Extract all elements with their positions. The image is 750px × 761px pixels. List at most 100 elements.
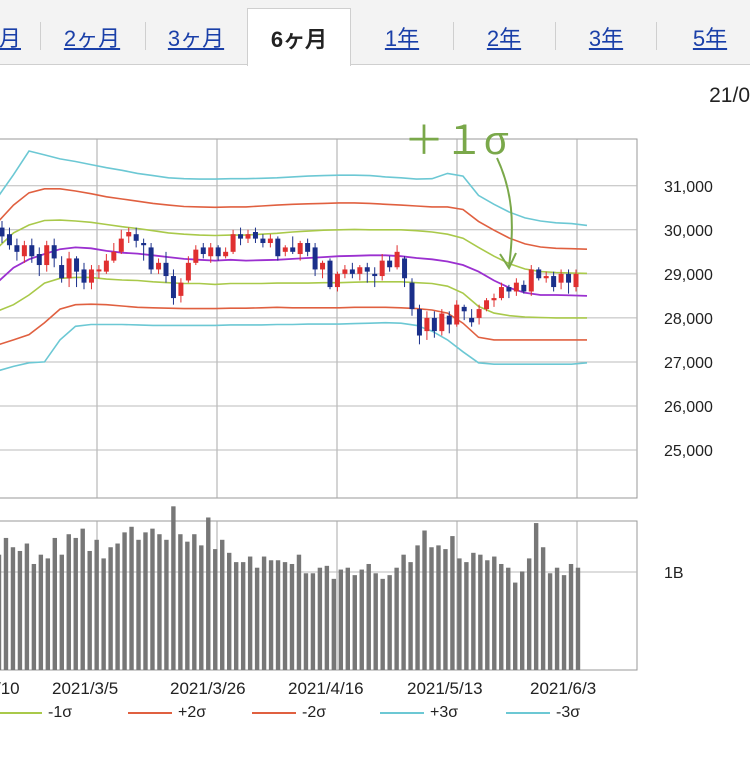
- candle-down: [51, 245, 57, 259]
- candle-up: [111, 251, 117, 261]
- axis-labels: 31,000 30,000 29,000 28,000 27,000 26,000 25,0…: [0, 179, 713, 698]
- candle-down: [200, 247, 206, 255]
- candle-up: [357, 267, 363, 274]
- candle-down: [349, 269, 355, 274]
- candle-up: [484, 300, 490, 310]
- volume-bar: [164, 539, 169, 670]
- volume-bar: [303, 573, 309, 670]
- volume-bar: [108, 547, 113, 670]
- candle-up: [342, 269, 348, 274]
- period-tab-bar: 月 2ヶ月 3ヶ月 6ヶ月 1年 2年 3年 5年: [0, 0, 750, 66]
- date-range-label: 21/0: [709, 84, 750, 107]
- minus-3-sigma-line: [0, 321, 588, 372]
- legend-label: -2σ: [302, 704, 327, 721]
- volume-bar: [492, 556, 497, 670]
- y-tick-label: 30,000: [664, 223, 713, 240]
- candle-down: [59, 265, 65, 279]
- volume-bar: [80, 528, 85, 670]
- volume-bar: [547, 573, 553, 670]
- moving-average-line: [0, 246, 588, 297]
- volume-bar: [206, 517, 211, 670]
- volume-bar: [45, 558, 51, 670]
- candle-down: [141, 243, 147, 246]
- candle-up: [543, 276, 549, 279]
- candle-up: [103, 260, 109, 272]
- candle-up: [320, 262, 326, 270]
- tab-3-years[interactable]: 3年: [588, 26, 624, 51]
- volume-bar: [526, 558, 532, 670]
- volume-bar: [24, 543, 30, 670]
- candle-down: [290, 247, 296, 252]
- tab-2-years[interactable]: 2年: [486, 26, 522, 51]
- candle-down: [446, 315, 452, 325]
- plus-1-sigma-line: [0, 219, 588, 275]
- candle-down: [469, 317, 475, 323]
- candlesticks: [0, 220, 579, 345]
- tab-6-months[interactable]: 6ヶ月: [247, 8, 351, 66]
- x-tick-label: 2021/3/5: [52, 679, 118, 698]
- candle-up: [379, 260, 385, 277]
- legend-item: -1σ: [0, 704, 72, 722]
- candle-up: [185, 262, 191, 281]
- tab-2-months[interactable]: 2ヶ月: [63, 26, 121, 51]
- candle-up: [156, 262, 162, 270]
- volume-bar: [533, 523, 539, 670]
- candle-up: [528, 269, 534, 292]
- volume-bar: [17, 550, 23, 670]
- volume-bar: [352, 575, 357, 670]
- candle-up: [573, 273, 579, 288]
- volume-bar: [554, 567, 560, 670]
- tab-5-years[interactable]: 5年: [692, 26, 728, 51]
- candle-down: [6, 234, 12, 246]
- candle-down: [364, 267, 370, 272]
- candle-up: [267, 238, 273, 244]
- legend-label: +2σ: [178, 704, 207, 721]
- volume-bar: [429, 547, 434, 670]
- volume-bar: [568, 563, 574, 670]
- tab-1-year[interactable]: 1年: [384, 26, 420, 51]
- candle-down: [416, 309, 422, 336]
- volume-bar: [282, 562, 288, 670]
- price-panel: [0, 138, 638, 499]
- volume-bar: [143, 532, 148, 670]
- candle-down: [215, 247, 221, 257]
- volume-bar: [199, 545, 204, 670]
- annotation-arrowhead: [499, 252, 517, 271]
- volume-bar: [575, 567, 581, 670]
- candle-up: [208, 247, 214, 257]
- bollinger-bands: [0, 150, 588, 372]
- candle-down: [148, 247, 154, 270]
- tab-separator: [145, 22, 146, 50]
- legend-swatch: [252, 711, 296, 714]
- volume-bar: [436, 545, 441, 670]
- tab-3-months[interactable]: 3ヶ月: [167, 26, 225, 51]
- volume-bar: [387, 575, 392, 670]
- candle-down: [402, 258, 408, 279]
- volume-bar: [478, 554, 483, 670]
- candle-up: [245, 234, 251, 239]
- volume-bar: [94, 539, 99, 670]
- volume-bar: [513, 582, 518, 670]
- volume-bar: [485, 560, 490, 670]
- minus-1-sigma-line: [0, 276, 587, 319]
- candle-down: [74, 258, 80, 272]
- candle-down: [29, 245, 35, 257]
- candle-up: [223, 251, 229, 257]
- x-tick-label: /10: [0, 679, 20, 698]
- volume-bar: [394, 567, 399, 670]
- plus-2-sigma-line: [0, 188, 588, 250]
- candle-up: [558, 273, 564, 283]
- volume-bar: [464, 562, 469, 670]
- y-tick-label: 29,000: [664, 267, 713, 284]
- volume-bar: [289, 563, 295, 670]
- tab-month[interactable]: 月: [0, 26, 21, 51]
- candle-up: [454, 304, 460, 325]
- volume-bar: [540, 547, 546, 670]
- y-tick-label: 27,000: [664, 355, 713, 372]
- volume-bar: [171, 506, 176, 670]
- candle-up: [230, 234, 236, 252]
- volume-bar: [296, 554, 302, 670]
- candle-up: [491, 298, 497, 301]
- volume-bars: [0, 506, 581, 670]
- volume-bar: [275, 560, 281, 670]
